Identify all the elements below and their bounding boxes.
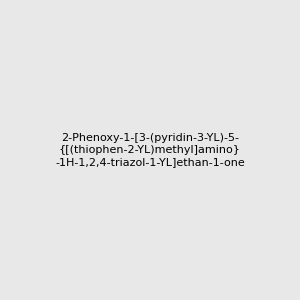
Text: 2-Phenoxy-1-[3-(pyridin-3-YL)-5-
{[(thiophen-2-YL)methyl]amino}
-1H-1,2,4-triazo: 2-Phenoxy-1-[3-(pyridin-3-YL)-5- {[(thio…: [55, 134, 245, 166]
